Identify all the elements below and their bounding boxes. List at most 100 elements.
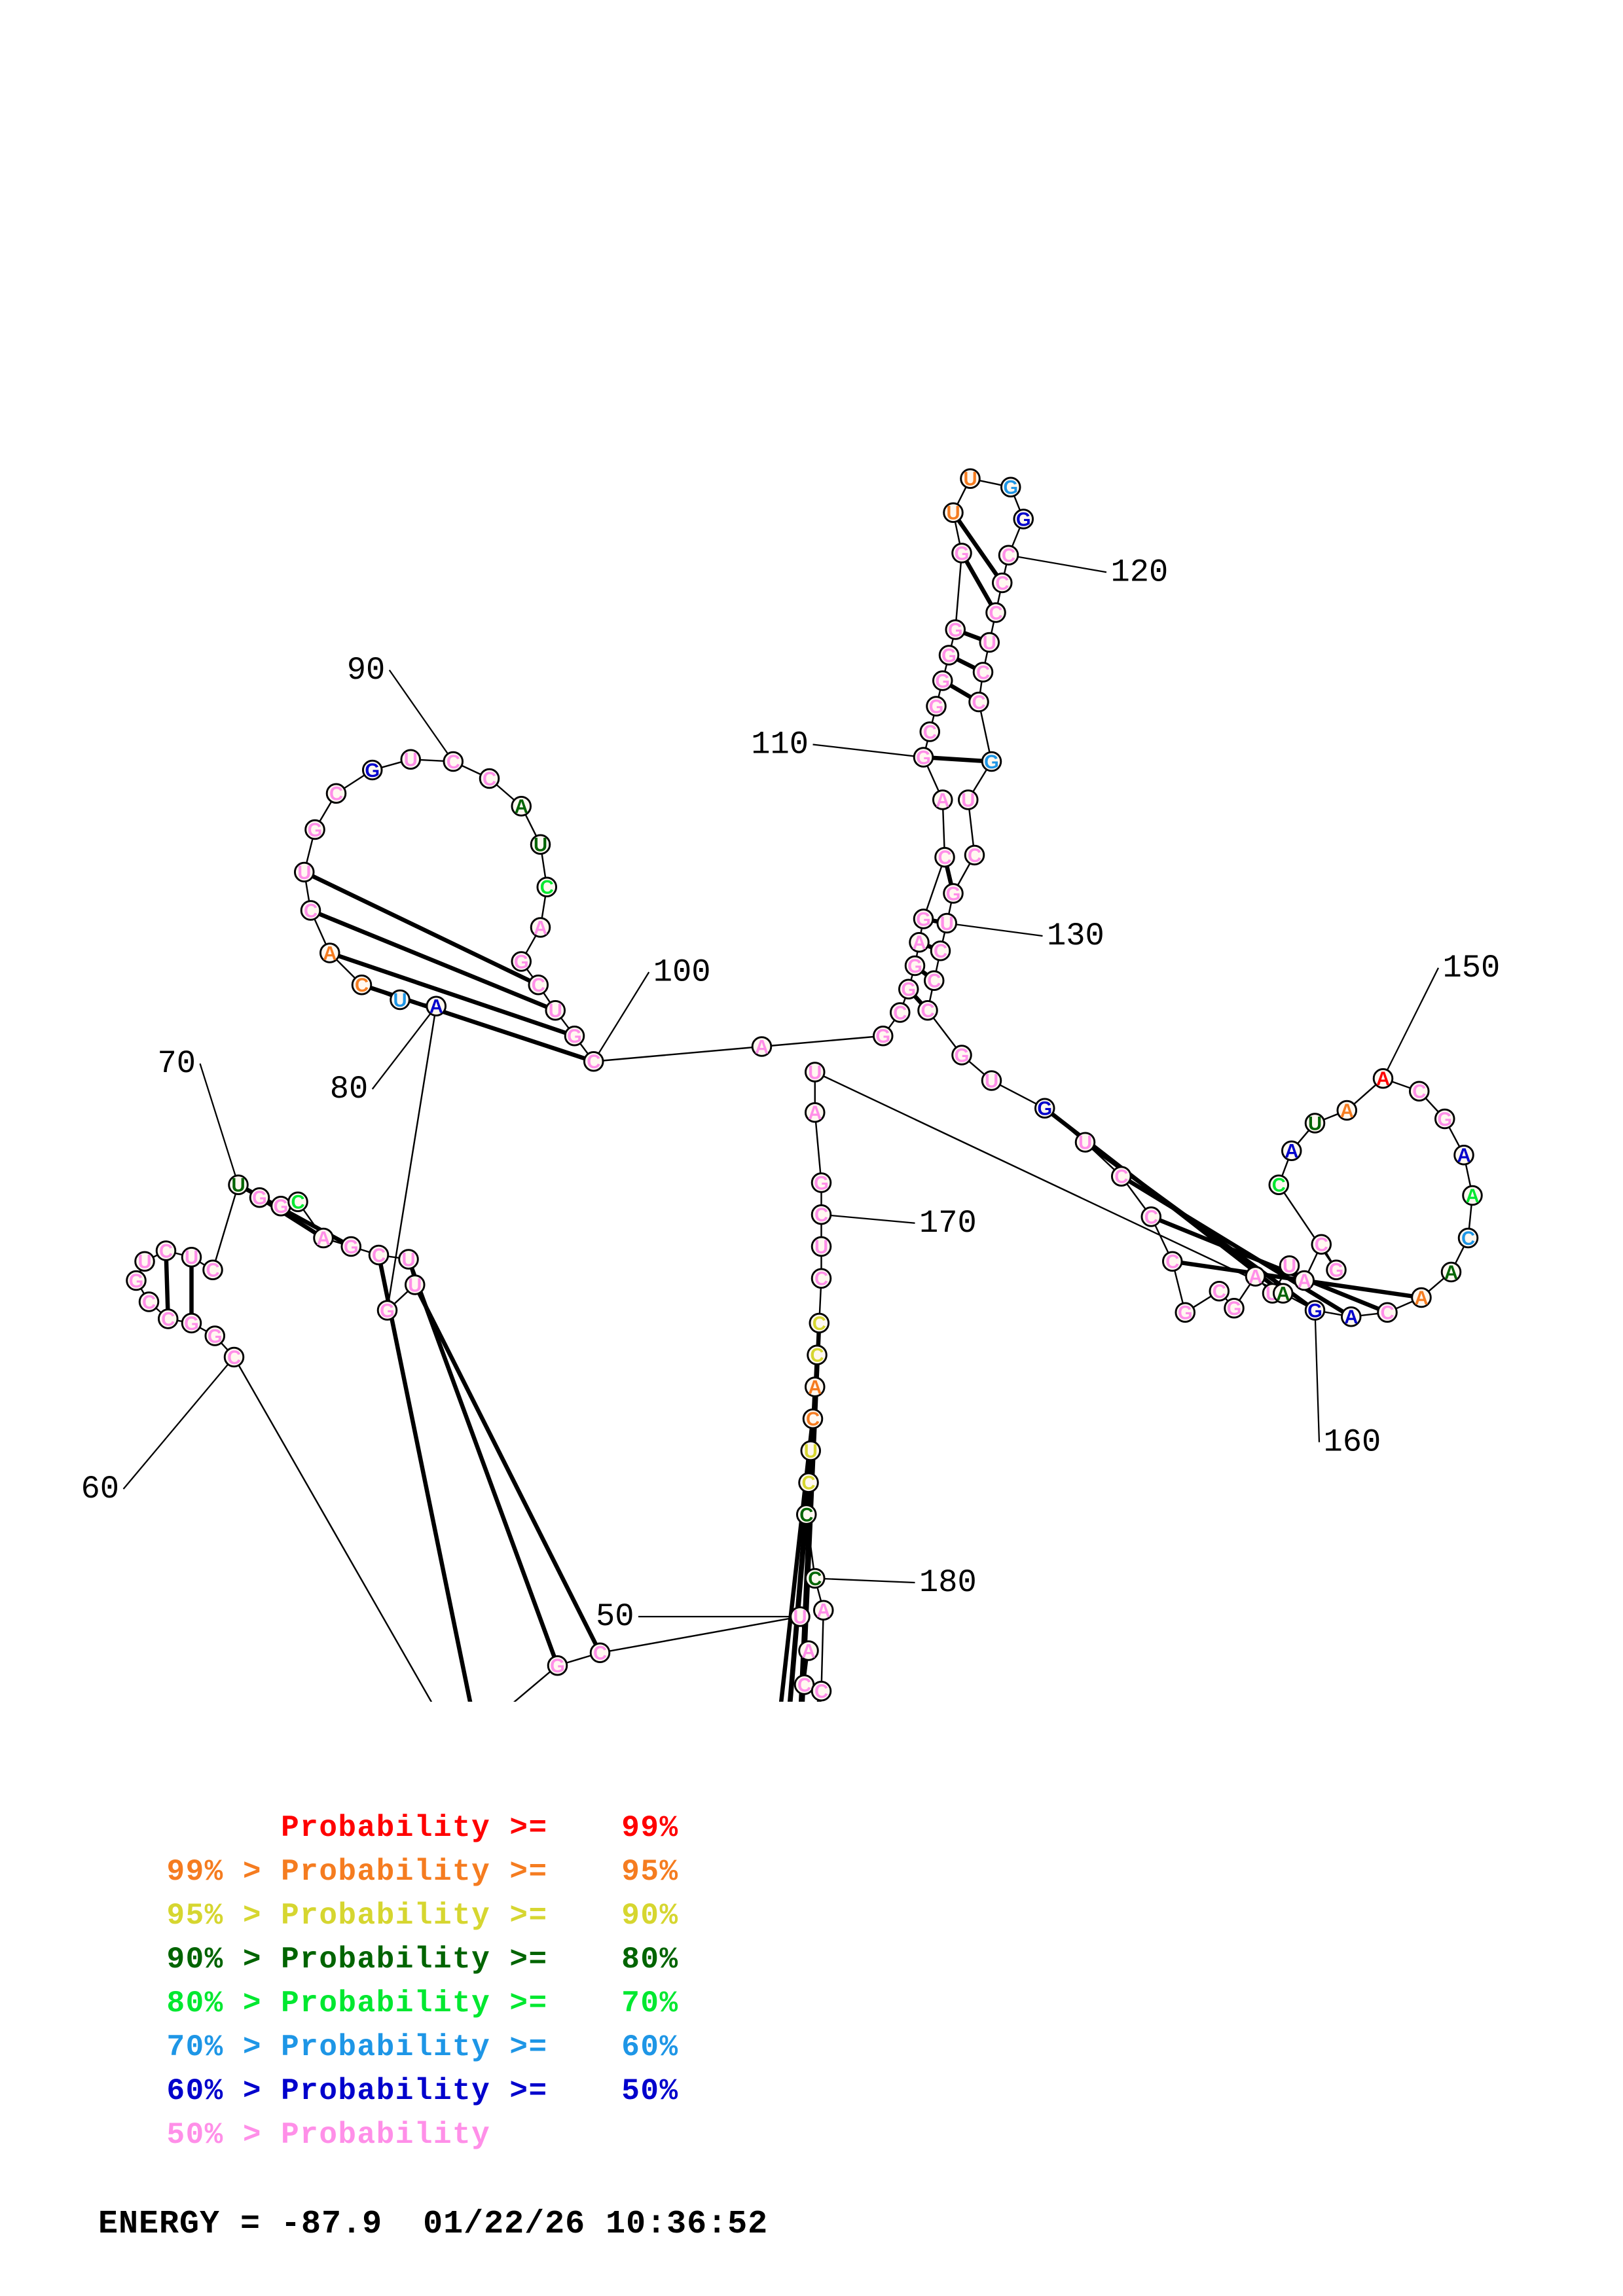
nucleotide-64[interactable]: C	[138, 1291, 160, 1313]
nucleotide-160[interactable]: C	[1457, 1227, 1479, 1249]
nucleotide-68[interactable]: U	[181, 1246, 202, 1268]
nucleotide-155[interactable]: A	[1372, 1067, 1394, 1090]
nucleotide-79[interactable]: G	[376, 1300, 398, 1321]
nucleotide-119[interactable]: G	[1000, 476, 1021, 499]
nucleotide-152[interactable]: A	[1281, 1140, 1302, 1162]
nucleotide-66[interactable]: U	[134, 1251, 155, 1273]
nucleotide-165[interactable]: G	[1304, 1300, 1326, 1321]
nucleotide-138[interactable]: U	[1074, 1132, 1096, 1154]
nucleotide-81[interactable]: U	[390, 989, 410, 1011]
nucleotide-178[interactable]: C	[798, 1472, 819, 1494]
nucleotide-62[interactable]: G	[181, 1312, 202, 1335]
nucleotide-166[interactable]: A	[1272, 1283, 1294, 1304]
nucleotide-82[interactable]: C	[351, 974, 373, 996]
nucleotide-167[interactable]: U	[804, 1062, 826, 1083]
nucleotide-151[interactable]: C	[1268, 1174, 1290, 1196]
nucleotide-162[interactable]: A	[1411, 1287, 1432, 1309]
nucleotide-149[interactable]: C	[1311, 1234, 1332, 1256]
nucleotide-176[interactable]: C	[802, 1408, 824, 1430]
nucleotide-130[interactable]: G	[943, 883, 964, 905]
nucleotide-123[interactable]: C	[985, 602, 1006, 624]
nucleotide-96[interactable]: G	[511, 951, 532, 973]
nucleotide-101[interactable]: A	[751, 1036, 773, 1058]
nucleotide-156[interactable]: C	[1408, 1081, 1430, 1103]
nucleotide-170[interactable]: C	[811, 1204, 832, 1226]
nucleotide-129[interactable]: C	[964, 844, 985, 867]
nucleotide-111[interactable]: C	[919, 721, 941, 743]
nucleotide-70[interactable]: U	[228, 1174, 249, 1196]
nucleotide-147[interactable]: U	[1279, 1255, 1300, 1277]
nucleotide-108[interactable]: C	[934, 846, 955, 869]
nucleotide-67[interactable]: C	[155, 1240, 177, 1262]
nucleotide-54[interactable]: A	[798, 1640, 819, 1662]
nucleotide-89[interactable]: U	[400, 749, 422, 771]
nucleotide-116[interactable]: G	[951, 543, 972, 564]
nucleotide-171[interactable]: U	[811, 1236, 832, 1258]
nucleotide-164[interactable]: A	[1340, 1306, 1362, 1328]
nucleotide-144[interactable]: G	[1224, 1297, 1245, 1319]
nucleotide-181[interactable]: A	[812, 1600, 834, 1622]
nucleotide-80[interactable]: A	[426, 996, 447, 1018]
nucleotide-55[interactable]: U	[790, 1606, 811, 1628]
nucleotide-140[interactable]: C	[1140, 1206, 1162, 1228]
nucleotide-63[interactable]: C	[157, 1308, 179, 1330]
nucleotide-98[interactable]: U	[545, 999, 566, 1022]
nucleotide-69[interactable]: C	[202, 1259, 223, 1282]
nucleotide-177[interactable]: U	[800, 1440, 822, 1462]
nucleotide-161[interactable]: A	[1440, 1261, 1462, 1283]
nucleotide-139[interactable]: C	[1110, 1166, 1132, 1188]
nucleotide-125[interactable]: C	[972, 662, 994, 683]
nucleotide-115[interactable]: G	[945, 619, 966, 641]
nucleotide-124[interactable]: U	[979, 632, 1000, 654]
nucleotide-132[interactable]: C	[930, 940, 951, 962]
nucleotide-145[interactable]: A	[1245, 1266, 1266, 1287]
nucleotide-53[interactable]: C	[793, 1674, 815, 1696]
nucleotide-163[interactable]: C	[1377, 1302, 1398, 1324]
nucleotide-88[interactable]: G	[361, 759, 383, 781]
nucleotide-121[interactable]: C	[998, 545, 1019, 567]
nucleotide-100[interactable]: C	[583, 1050, 604, 1073]
nucleotide-77[interactable]: U	[398, 1249, 419, 1270]
nucleotide-136[interactable]: U	[981, 1070, 1002, 1092]
nucleotide-65[interactable]: G	[126, 1270, 147, 1292]
nucleotide-168[interactable]: A	[804, 1102, 826, 1124]
nucleotide-113[interactable]: G	[932, 670, 953, 692]
nucleotide-158[interactable]: A	[1453, 1144, 1474, 1166]
nucleotide-126[interactable]: C	[968, 691, 989, 713]
nucleotide-92[interactable]: A	[511, 795, 532, 817]
nucleotide-127[interactable]: G	[981, 751, 1002, 773]
nucleotide-157[interactable]: G	[1434, 1108, 1455, 1130]
nucleotide-74[interactable]: A	[313, 1227, 334, 1249]
nucleotide-84[interactable]: C	[300, 900, 321, 922]
nucleotide-134[interactable]: C	[917, 999, 938, 1022]
nucleotide-61[interactable]: G	[204, 1325, 226, 1347]
nucleotide-73[interactable]: C	[287, 1191, 308, 1213]
nucleotide-78[interactable]: U	[404, 1274, 426, 1296]
nucleotide-148[interactable]: A	[1294, 1270, 1315, 1292]
nucleotide-169[interactable]: G	[811, 1172, 832, 1194]
nucleotide-60[interactable]: C	[223, 1346, 245, 1369]
nucleotide-105[interactable]: G	[904, 955, 926, 977]
nucleotide-135[interactable]: G	[951, 1045, 972, 1066]
nucleotide-173[interactable]: C	[809, 1312, 830, 1335]
nucleotide-174[interactable]: C	[807, 1344, 828, 1367]
nucleotide-110[interactable]: G	[913, 747, 934, 768]
nucleotide-117[interactable]: U	[943, 502, 964, 524]
nucleotide-114[interactable]: G	[938, 645, 960, 666]
nucleotide-104[interactable]: G	[898, 978, 919, 1001]
nucleotide-172[interactable]: C	[811, 1268, 832, 1290]
nucleotide-90[interactable]: C	[443, 751, 464, 773]
nucleotide-75[interactable]: G	[340, 1236, 362, 1258]
nucleotide-131[interactable]: U	[936, 912, 958, 935]
nucleotide-76[interactable]: C	[368, 1244, 390, 1266]
nucleotide-133[interactable]: C	[923, 970, 945, 992]
nucleotide-87[interactable]: C	[325, 783, 347, 805]
nucleotide-137[interactable]: G	[1034, 1098, 1055, 1120]
nucleotide-56[interactable]: C	[589, 1642, 611, 1664]
nucleotide-122[interactable]: C	[991, 572, 1013, 594]
nucleotide-118[interactable]: U	[960, 468, 981, 490]
nucleotide-103[interactable]: C	[889, 1002, 911, 1024]
nucleotide-102[interactable]: G	[872, 1025, 894, 1047]
nucleotide-94[interactable]: C	[536, 876, 558, 899]
nucleotide-120[interactable]: G	[1013, 509, 1034, 530]
